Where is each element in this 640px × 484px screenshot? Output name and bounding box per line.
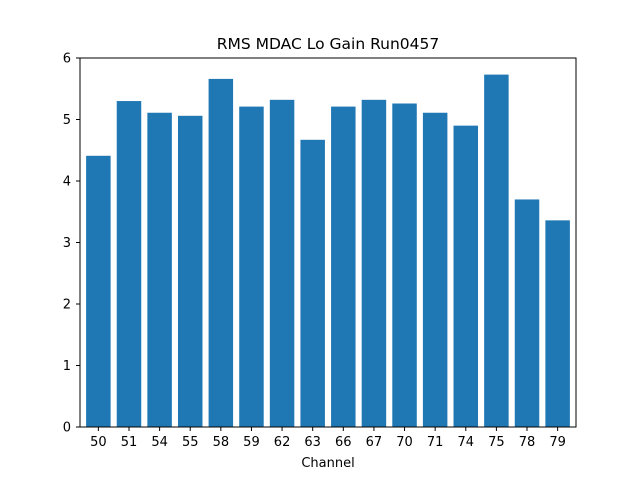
x-tick-label: 51 <box>121 435 138 450</box>
y-axis-ticks: 0 1 2 3 4 5 6 <box>63 52 80 436</box>
bar-channel-50 <box>86 155 111 428</box>
bar-channel-58 <box>208 78 234 427</box>
x-tick-label: 71 <box>427 435 444 450</box>
x-tick-label: 62 <box>274 435 291 450</box>
bar-channel-71 <box>422 112 448 428</box>
bar-channel-54 <box>147 112 172 428</box>
bar-channel-63 <box>300 139 325 428</box>
x-axis-label: Channel <box>301 456 354 471</box>
bar-channel-79 <box>545 220 570 427</box>
y-tick-label: 6 <box>63 52 71 67</box>
x-tick-label: 79 <box>549 435 566 450</box>
y-tick-label: 1 <box>63 359 71 374</box>
bar-channel-74 <box>453 125 479 428</box>
y-tick-label: 0 <box>63 421 71 436</box>
x-tick-label: 75 <box>488 435 505 450</box>
chart-title: RMS MDAC Lo Gain Run0457 <box>217 35 440 53</box>
x-tick-label: 50 <box>90 435 107 450</box>
bars-layer <box>86 74 570 428</box>
bar-channel-55 <box>177 115 203 427</box>
y-tick-label: 4 <box>63 175 71 190</box>
bar-channel-66 <box>331 106 356 427</box>
x-axis-ticks: 50 51 54 55 58 59 62 63 66 67 70 71 74 75 78 79 <box>90 427 566 450</box>
x-tick-label: 55 <box>182 435 199 450</box>
plot-frame <box>79 57 577 428</box>
bar-channel-78 <box>514 199 540 427</box>
bar-channel-67 <box>361 99 387 427</box>
x-tick-label: 59 <box>243 435 260 450</box>
x-tick-label: 78 <box>519 435 536 450</box>
y-tick-label: 2 <box>63 298 71 313</box>
x-tick-label: 74 <box>458 435 475 450</box>
bar-channel-75 <box>484 74 509 427</box>
x-tick-label: 66 <box>335 435 352 450</box>
x-tick-label: 70 <box>396 435 413 450</box>
bar-channel-62 <box>269 99 295 427</box>
x-tick-label: 67 <box>366 435 383 450</box>
x-tick-label: 58 <box>213 435 230 450</box>
y-tick-label: 5 <box>63 113 71 128</box>
bar-channel-51 <box>116 101 142 428</box>
y-tick-label: 3 <box>63 236 71 251</box>
bar-channel-70 <box>392 103 417 427</box>
x-tick-label: 63 <box>304 435 321 450</box>
bar-channel-59 <box>239 106 264 427</box>
x-tick-label: 54 <box>151 435 168 450</box>
